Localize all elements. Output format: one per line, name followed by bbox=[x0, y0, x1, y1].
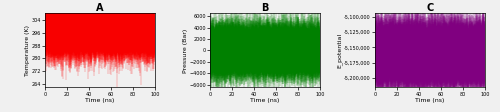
Y-axis label: Pressure (Bar): Pressure (Bar) bbox=[183, 28, 188, 73]
Title: B: B bbox=[262, 3, 268, 13]
Y-axis label: E_potential: E_potential bbox=[337, 33, 343, 68]
Y-axis label: Temperature (K): Temperature (K) bbox=[25, 25, 30, 76]
X-axis label: Time (ns): Time (ns) bbox=[250, 98, 280, 103]
Title: C: C bbox=[426, 3, 434, 13]
Title: A: A bbox=[96, 3, 104, 13]
X-axis label: Time (ns): Time (ns) bbox=[86, 98, 114, 103]
X-axis label: Time (ns): Time (ns) bbox=[416, 98, 444, 103]
